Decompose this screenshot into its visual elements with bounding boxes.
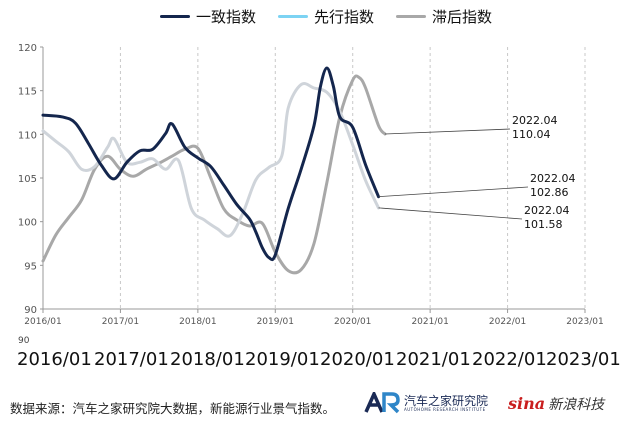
annotation-date: 2022.04 (512, 114, 558, 127)
annotation-date: 2022.04 (530, 172, 576, 185)
series-line (41, 74, 387, 275)
annotation-date: 2022.04 (524, 204, 570, 217)
axis-label-fragment: 90 (18, 336, 30, 346)
legend-swatch (396, 15, 427, 18)
series-line (41, 66, 380, 262)
legend-label: 滞后指数 (432, 8, 493, 26)
annotation-leader (384, 128, 511, 135)
legend-swatch (278, 15, 309, 18)
legend-item: 一致指数 (160, 6, 256, 27)
autohome-logo-name: 汽车之家研究院 (404, 393, 489, 408)
legend-item: 先行指数 (278, 6, 374, 27)
autohome-research-logo: AR 汽车之家研究院 AUTOHOME RESEARCH INSTITUTE (364, 392, 488, 414)
series-line (41, 82, 380, 238)
lower-tick-label: 2019/01 (245, 349, 320, 370)
lower-tick-label: 2020/01 (320, 349, 395, 370)
x-tick-label: 2016/01 (24, 317, 61, 327)
y-tick-label: 120 (18, 43, 37, 54)
annotation-value: 101.58 (524, 218, 563, 231)
lower-tick-label: 2018/01 (170, 349, 245, 370)
x-tick-label: 2019/01 (257, 317, 294, 327)
chart-legend: 一致指数 先行指数 滞后指数 (160, 6, 492, 27)
x-tick-label: 2021/01 (411, 317, 448, 327)
sina-tech-name: 新浪科技 (548, 397, 605, 413)
sina-tech-logo: sina 新浪科技 (508, 394, 604, 414)
autohome-logo-icon: AR (364, 392, 400, 414)
x-tick-label: 2022/01 (489, 317, 526, 327)
lower-tick-label: 2021/01 (396, 349, 471, 370)
lower-tick-label: 2022/01 (472, 349, 547, 370)
x-tick-label: 2020/01 (334, 317, 371, 327)
y-tick-label: 110 (18, 130, 37, 141)
y-tick-label: 115 (18, 87, 37, 98)
legend-swatch (160, 15, 190, 18)
annotation-value: 110.04 (512, 128, 551, 141)
sina-wordmark: sina (508, 394, 546, 413)
legend-item: 滞后指数 (396, 6, 492, 27)
autohome-logo-sub: AUTOHOME RESEARCH INSTITUTE (404, 406, 486, 412)
annotation-value: 102.86 (530, 186, 569, 199)
y-tick-label: 100 (18, 218, 37, 229)
lower-tick-label: 2017/01 (94, 349, 169, 370)
legend-label: 一致指数 (196, 8, 257, 26)
line-chart: 90 95 100 105 110 115 120 2016/01 2017/01 2018/01… (18, 43, 604, 327)
x-tick-label: 2017/01 (102, 317, 139, 327)
annotation-leader (378, 207, 523, 220)
data-source-note: 数据来源：汽车之家研究院大数据，新能源行业景气指数。 (10, 401, 336, 416)
y-tick-label: 90 (24, 305, 37, 316)
x-tick-label: 2018/01 (179, 317, 216, 327)
x-tick-label: 2023/01 (566, 317, 603, 327)
annotation-leader (378, 186, 529, 198)
lower-tick-label: 2016/01 (17, 349, 92, 370)
lower-tick-label: 2023/01 (546, 349, 620, 370)
legend-label: 先行指数 (314, 8, 375, 26)
y-tick-label: 105 (18, 174, 37, 185)
y-tick-label: 95 (24, 261, 37, 272)
